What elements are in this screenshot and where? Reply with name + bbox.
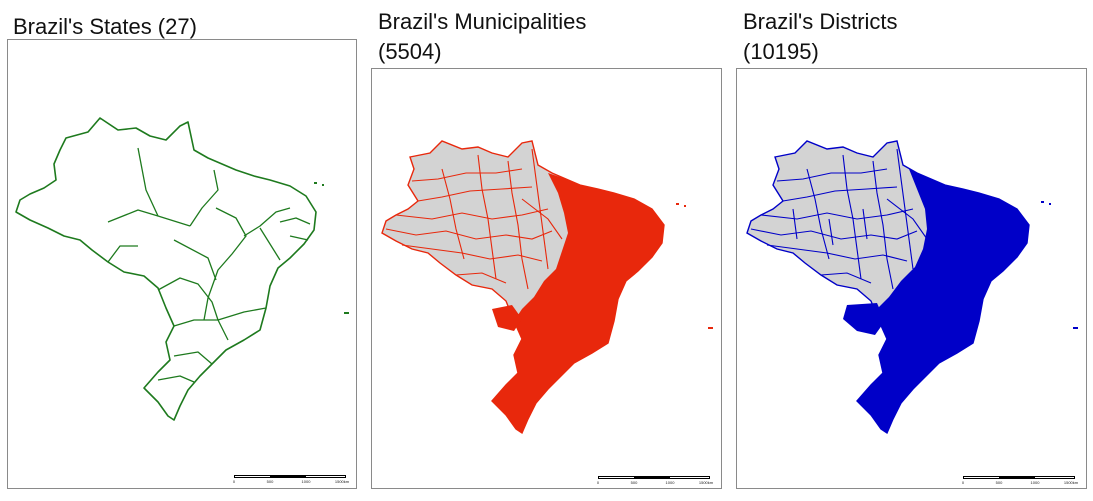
map-frame-municipalities: 0 500 1000 1500km [371,68,722,489]
scale-label-1500km: 1500km [1063,480,1079,485]
offshore-islands-districts [1041,201,1078,329]
scale-label-0: 0 [596,480,600,485]
scale-label-1000: 1000 [665,480,675,485]
map-states [15,117,349,421]
offshore-islands-states [314,182,349,314]
scale-label-1500km: 1500km [698,480,714,485]
panel-title-states: Brazil's States (27) [13,12,197,42]
scale-label-0: 0 [232,479,236,484]
scale-bar-districts: 0 500 1000 1500km [961,473,1079,485]
scale-bar-states: 0 500 1000 1500km [232,472,350,484]
map-frame-states: 0 500 1000 1500km [7,39,357,489]
map-municipalities [381,140,713,435]
map-districts [746,140,1078,435]
panel-title-municipalities: Brazil's Municipalities (5504) [378,7,586,67]
scale-label-500: 500 [630,480,638,485]
offshore-islands-municipalities [676,203,713,329]
brazil-outline-states [15,117,317,421]
panel-title-municipalities-line1: Brazil's Municipalities [378,9,587,34]
panel-title-states-text: Brazil's States (27) [13,14,197,39]
panel-title-districts-line2: (10195) [743,39,819,64]
scale-label-0: 0 [961,480,965,485]
brazil-country-shape [15,117,317,421]
district-borders [750,148,928,290]
map-frame-districts: 0 500 1000 1500km [736,68,1087,489]
panel-title-districts-line1: Brazil's Districts [743,9,898,34]
scale-label-500: 500 [266,479,274,484]
brazil-shape-districts [746,140,1030,435]
scale-bar-municipalities: 0 500 1000 1500km [596,473,714,485]
scale-label-1000: 1000 [1030,480,1040,485]
scale-label-1500km: 1500km [334,479,350,484]
scale-label-500: 500 [995,480,1003,485]
scale-label-1000: 1000 [301,479,311,484]
municipality-borders [385,148,563,290]
brazil-shape-municipalities [381,140,665,435]
state-borders [107,147,311,383]
panel-title-districts: Brazil's Districts (10195) [743,7,898,67]
panel-title-municipalities-line2: (5504) [378,39,442,64]
